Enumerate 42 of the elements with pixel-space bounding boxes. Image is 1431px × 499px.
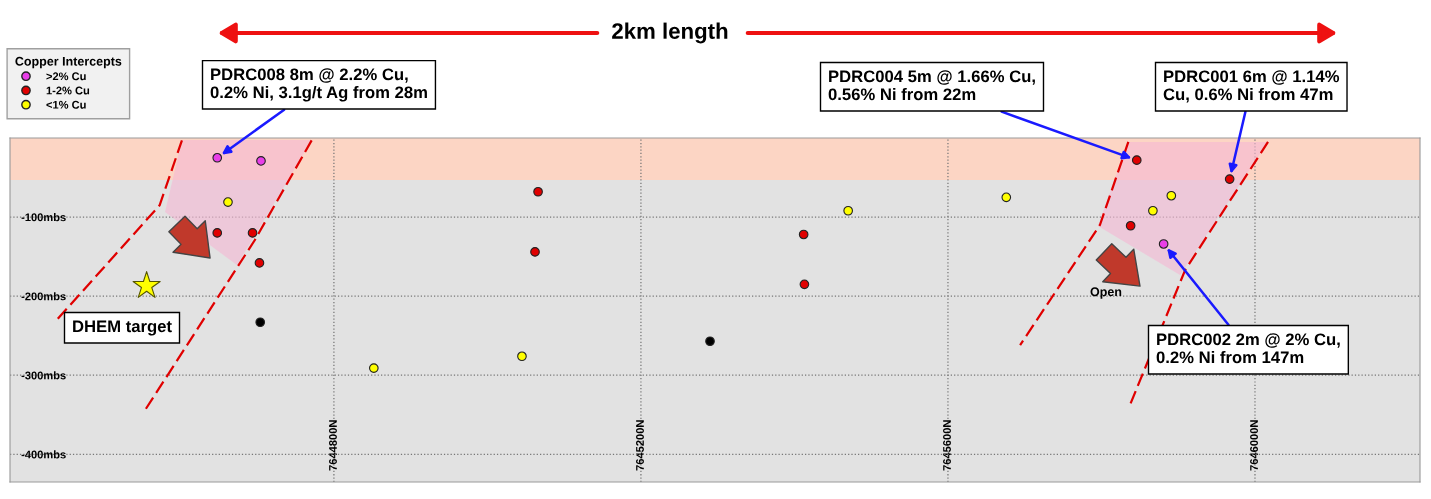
point [254,258,265,268]
y-tick-label: -100mbs [21,213,66,222]
point [1166,190,1177,201]
legend-label: 1-2% Cu [46,86,90,95]
point [1158,239,1169,249]
point [212,228,223,238]
point [1131,155,1142,165]
point [132,271,161,298]
x-tick-label: 7644800N [329,420,337,471]
point [799,279,810,290]
y-tick-label: -200mbs [21,292,66,301]
annotation: Open [1090,287,1122,299]
annotation: DHEM target [73,320,172,336]
point [212,152,223,163]
point [705,336,715,347]
point [533,186,543,197]
point [1148,205,1158,216]
x-tick-label: 7645200N [636,420,644,471]
x-tick-label: 7646000N [1250,420,1258,471]
annotation: PDRC001 6m @ 1.14% Cu, 0.6% Ni from 47m [1163,70,1340,103]
point [247,228,258,238]
point [517,351,527,362]
annotation: PDRC008 8m @ 2.2% Cu, 0.2% Ni, 3.1g/t Ag from 28m [210,68,427,102]
point [1125,220,1136,231]
point [843,205,854,216]
y-tick-label: -300mbs [21,371,66,380]
point [798,229,809,240]
legend-label: <1% Cu [46,100,86,109]
point [223,197,233,207]
y-tick-label: -400mbs [21,450,66,459]
x-tick-label: 7645600N [943,420,951,471]
point [1224,174,1235,184]
chart-title: 2km length [612,22,728,44]
point [255,317,266,328]
legend-title: Copper Intercepts [15,56,122,69]
legend-label: >2% Cu [46,72,86,81]
point [256,156,266,166]
annotation: PDRC002 2m @ 2% Cu, 0.2% Ni from 147m [1156,333,1340,364]
point [368,363,379,373]
annotation: PDRC004 5m @ 1.66% Cu, 0.56% Ni from 22m [828,70,1035,101]
point [1001,192,1012,203]
point [530,247,540,257]
